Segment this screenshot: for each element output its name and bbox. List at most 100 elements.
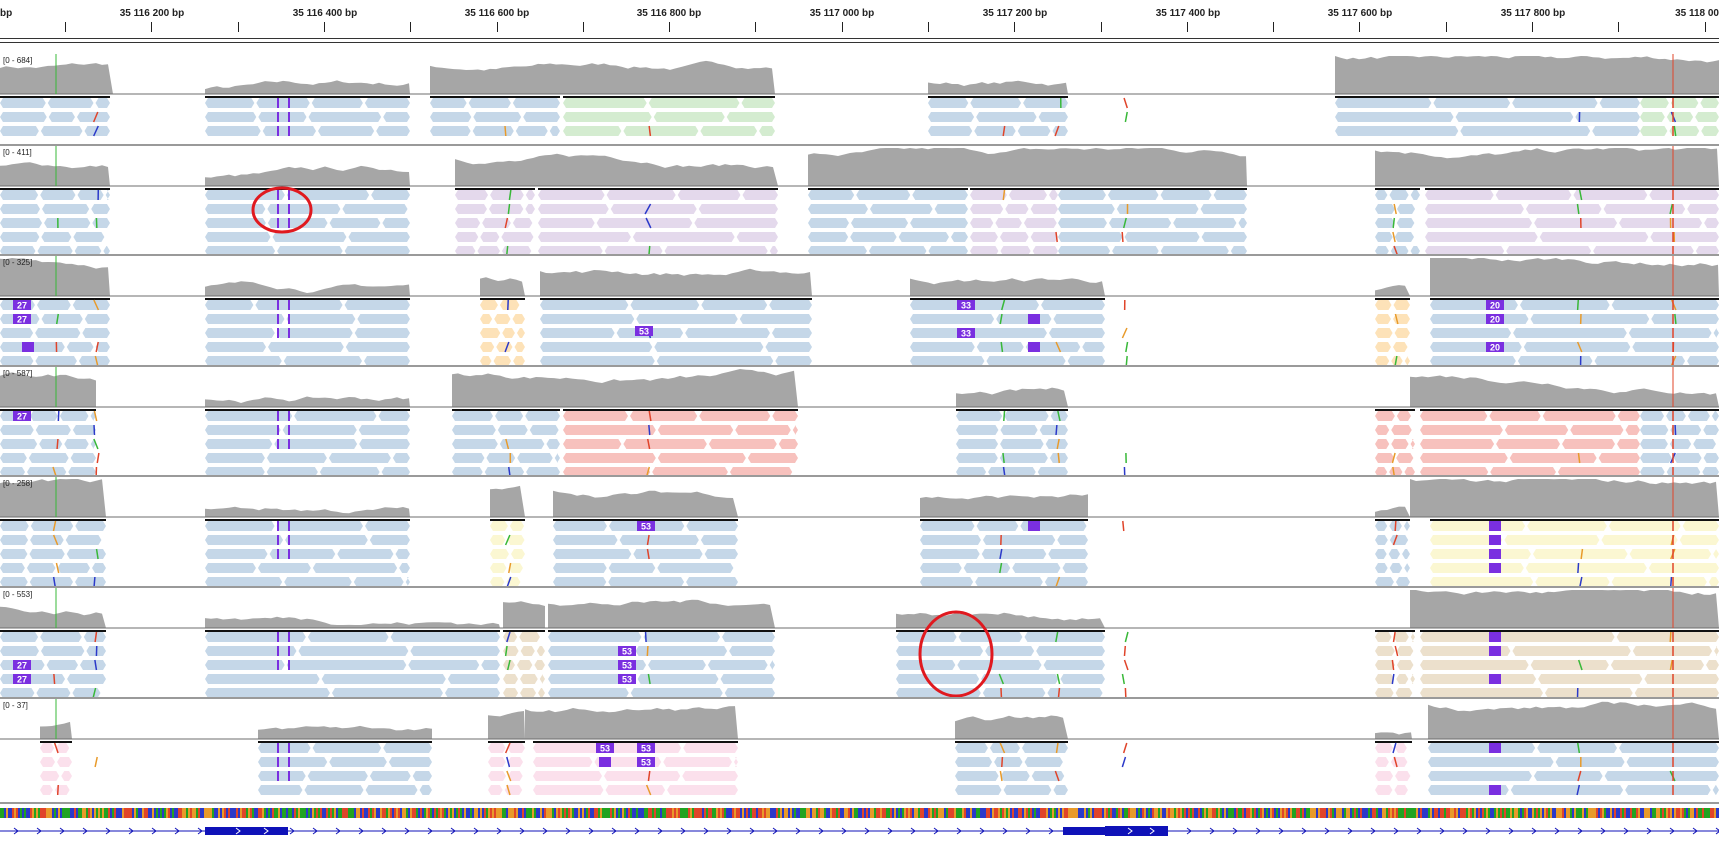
reference-base [710, 808, 712, 818]
aligned-read [331, 688, 443, 697]
mismatch-base [93, 299, 100, 311]
aligned-read [1420, 467, 1489, 475]
strand-arrow-icon [358, 827, 364, 835]
aligned-read [1640, 126, 1668, 136]
insertion-marker [637, 757, 655, 767]
reference-base [424, 808, 426, 818]
alignment-track[interactable]: [0 - 258] 53 [0, 477, 1719, 588]
highlight-circle [251, 186, 313, 234]
coverage-bar [258, 725, 432, 739]
aligned-read [205, 246, 276, 254]
reference-base [138, 808, 140, 818]
strand-arrow-icon [1416, 827, 1422, 835]
aligned-read [0, 218, 43, 228]
insertion-marker [1028, 342, 1040, 352]
aligned-read [989, 743, 1020, 753]
aligned-read [1108, 218, 1172, 228]
aligned-read [342, 204, 408, 214]
aligned-read [319, 467, 380, 475]
aligned-read [563, 112, 652, 122]
aligned-read [928, 246, 968, 254]
aligned-read [40, 785, 53, 795]
reference-base [922, 808, 924, 818]
reference-base [578, 808, 580, 818]
mismatches [55, 146, 1676, 254]
aligned-read [42, 204, 90, 214]
reads [40, 741, 1719, 795]
mismatch-base [504, 534, 511, 546]
reference-base [1290, 808, 1292, 818]
alignment-track[interactable]: [0 - 587] 27 [0, 367, 1719, 477]
coverage-range-label: [0 - 258] [3, 479, 33, 488]
reference-base [524, 808, 526, 818]
reference-base [106, 808, 108, 818]
aligned-read [29, 549, 65, 559]
mismatch-base [1122, 520, 1125, 532]
reference-base [232, 808, 234, 818]
aligned-read [963, 328, 1047, 338]
aligned-read [507, 743, 525, 753]
alignment-track[interactable]: [0 - 37] 53 53 53 [0, 699, 1719, 804]
aligned-read [652, 467, 728, 475]
reference-base [1172, 808, 1174, 818]
alignment-track[interactable]: [0 - 325] 27 27 53 33 33 20 20 20 [0, 256, 1719, 367]
reference-base [1548, 808, 1550, 818]
mismatch-base [93, 576, 96, 586]
reference-base [172, 808, 174, 818]
reference-base [104, 808, 106, 818]
reference-base [892, 808, 894, 818]
reference-base [168, 808, 170, 818]
reference-base [1412, 808, 1414, 818]
aligned-read [452, 467, 483, 475]
reference-base [1442, 808, 1444, 818]
reference-base [1090, 808, 1092, 818]
reference-base [84, 808, 86, 818]
aligned-read [73, 232, 105, 242]
gene-annotation-track[interactable] [0, 822, 1719, 840]
aligned-read [1644, 674, 1719, 684]
reference-base [326, 808, 328, 818]
alignment-track[interactable]: [0 - 684] [0, 54, 1719, 146]
aligned-read [39, 439, 63, 449]
reference-base [848, 808, 850, 818]
aligned-read [488, 743, 506, 753]
reference-base [910, 808, 912, 818]
aligned-read [525, 204, 535, 214]
aligned-read [205, 646, 297, 656]
reference-base [826, 808, 828, 818]
reference-base [260, 808, 262, 818]
mismatch-base [1057, 410, 1061, 422]
coverage-bar [503, 601, 545, 628]
alignment-track[interactable]: [0 - 411] [0, 146, 1719, 256]
strand-arrow-icon [1669, 827, 1675, 835]
reference-base [852, 808, 854, 818]
aligned-read [720, 674, 775, 684]
reference-base [1244, 808, 1246, 818]
reference-base [310, 808, 312, 818]
strand-arrow-icon [1692, 827, 1698, 835]
reference-base [1640, 808, 1642, 818]
genomic-ruler[interactable]: bp 35 116 200 bp 35 116 400 bp 35 116 600 b… [0, 0, 1719, 46]
reference-base [1338, 808, 1340, 818]
reference-base [1384, 808, 1386, 818]
aligned-read [1573, 190, 1648, 200]
aligned-read [1619, 743, 1719, 753]
coverage-bar [1428, 701, 1719, 739]
reference-base [1006, 808, 1008, 818]
aligned-read [685, 328, 770, 338]
reference-base [32, 808, 34, 818]
aligned-read [1489, 411, 1541, 421]
reference-base [214, 808, 216, 818]
mismatches [53, 588, 1674, 697]
insertion-marker [1489, 743, 1501, 753]
aligned-read [1375, 246, 1389, 254]
reference-base [1392, 808, 1394, 818]
alignment-track[interactable]: [0 - 553] 27 27 53 53 53 [0, 588, 1719, 699]
mismatch-base [1576, 742, 1581, 754]
aligned-read [455, 218, 481, 228]
aligned-read [283, 356, 363, 365]
reference-base [1606, 808, 1608, 818]
reference-base [516, 808, 518, 818]
aligned-read [27, 674, 66, 684]
reference-base [470, 808, 472, 818]
